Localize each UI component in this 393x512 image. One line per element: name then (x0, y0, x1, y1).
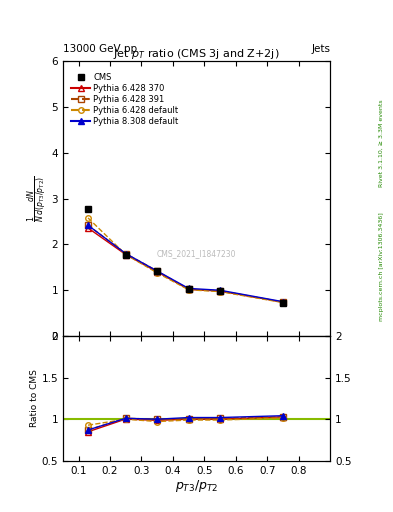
Y-axis label: Ratio to CMS: Ratio to CMS (29, 370, 39, 428)
Text: Rivet 3.1.10, ≥ 3.3M events: Rivet 3.1.10, ≥ 3.3M events (379, 99, 384, 187)
Text: 13000 GeV pp: 13000 GeV pp (63, 44, 137, 54)
Text: mcplots.cern.ch [arXiv:1306.3436]: mcplots.cern.ch [arXiv:1306.3436] (379, 212, 384, 321)
Y-axis label: $\frac{1}{N}\frac{dN}{d(p_{T3}/p_{T2})}$: $\frac{1}{N}\frac{dN}{d(p_{T3}/p_{T2})}$ (26, 175, 50, 222)
Text: CMS_2021_I1847230: CMS_2021_I1847230 (157, 249, 236, 258)
Title: Jet $p_T$ ratio (CMS 3j and Z+2j): Jet $p_T$ ratio (CMS 3j and Z+2j) (113, 47, 280, 61)
Text: Jets: Jets (311, 44, 330, 54)
Legend: CMS, Pythia 6.428 370, Pythia 6.428 391, Pythia 6.428 default, Pythia 8.308 defa: CMS, Pythia 6.428 370, Pythia 6.428 391,… (70, 71, 180, 128)
X-axis label: $p_{T3}/p_{T2}$: $p_{T3}/p_{T2}$ (175, 478, 218, 495)
